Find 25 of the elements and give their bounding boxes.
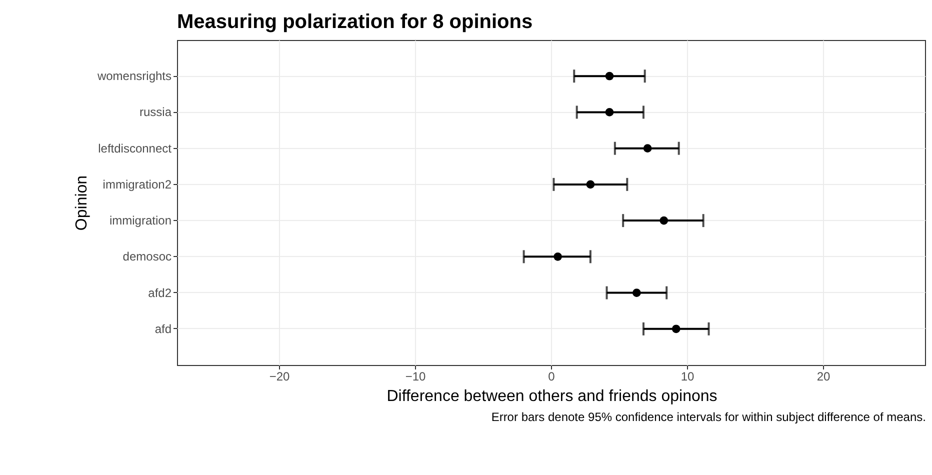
y-tick-label: immigration2 (102, 177, 172, 192)
x-tick-label: −20 (269, 370, 290, 384)
y-tick-label: leftdisconnect (98, 141, 172, 156)
point (672, 324, 680, 334)
x-tick-label: −10 (405, 370, 426, 384)
x-tick-label: 10 (680, 370, 694, 384)
chart-title: Measuring polarization for 8 opinions (177, 11, 533, 33)
y-tick-label: immigration (109, 214, 172, 228)
y-tick-label: russia (139, 105, 172, 120)
point (632, 288, 641, 297)
y-tick-label: demosoc (122, 250, 172, 264)
y-tick-label: afd2 (148, 286, 172, 300)
point (586, 180, 595, 189)
point (605, 108, 614, 116)
y-tick-label: afd (154, 322, 172, 336)
point (554, 252, 562, 261)
x-axis-title: Difference between others and friends opinons (386, 388, 718, 406)
point (660, 216, 668, 225)
point (605, 72, 614, 80)
x-tick-label: 0 (548, 370, 556, 384)
y-axis-title: Opinion (73, 175, 90, 231)
x-tick-label: 20 (816, 370, 830, 384)
text: Error bars denote 95% confidence intervals for within subject difference of means. (490, 410, 926, 424)
y-tick-label: womensrights (96, 69, 172, 84)
point (643, 144, 652, 153)
